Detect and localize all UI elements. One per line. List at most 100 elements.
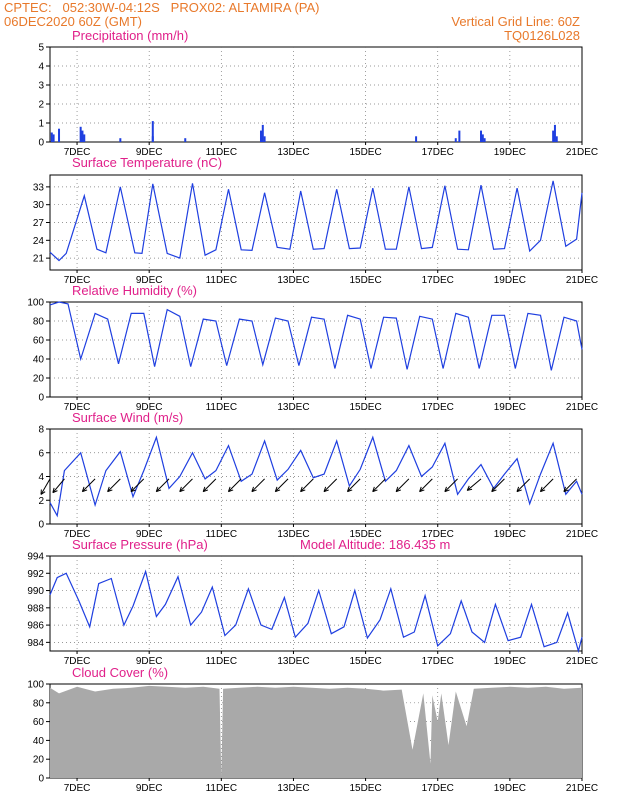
x-tick-label: 21DEC xyxy=(566,529,598,540)
x-tick-label: 19DEC xyxy=(494,402,526,413)
panel-title: Cloud Cover (%) xyxy=(72,665,168,680)
precip-bar xyxy=(483,138,486,142)
y-tick-label: 3 xyxy=(38,81,44,92)
x-tick-label: 7DEC xyxy=(64,275,91,286)
wind-arrow-head xyxy=(372,489,378,493)
y-tick-label: 4 xyxy=(38,472,44,483)
precip-bar xyxy=(481,134,484,142)
panel-5: 984 986 988 990 992 994 7DEC 9DEC 11DEC 13DEC 15DE… xyxy=(27,537,598,667)
wind-arrow-shaft xyxy=(228,478,242,492)
x-tick-label: 17DEC xyxy=(422,147,454,158)
wind-arrow-head xyxy=(540,489,546,493)
x-tick-label: 17DEC xyxy=(422,275,454,286)
wind-arrow-head xyxy=(491,489,497,493)
wind-arrow-head xyxy=(228,489,234,493)
panel-3: 0 20 40 60 80 100 7DEC 9DEC 11DEC 13DEC 15DEC 17DEC… xyxy=(27,283,598,413)
wind-arrow-head xyxy=(444,486,447,492)
x-tick-label: 11DEC xyxy=(206,275,238,286)
precip-bar xyxy=(480,130,483,142)
x-tick-label: 21DEC xyxy=(566,783,598,794)
precip-bar xyxy=(79,126,82,142)
wind-arrow xyxy=(300,478,314,493)
y-tick-label: 24 xyxy=(33,236,45,247)
panel-2: 21 24 27 30 33 7DEC 9DEC 11DEC 13DEC 15DEC 17DEC 19… xyxy=(33,155,598,286)
precip-bar xyxy=(83,134,86,142)
y-tick-label: 0 xyxy=(38,138,44,149)
x-tick-label: 9DEC xyxy=(136,402,163,413)
wind-arrow xyxy=(346,478,361,493)
wind-arrow-shaft xyxy=(82,478,96,492)
wind-arrow-head xyxy=(516,489,522,493)
wind-arrow-shaft xyxy=(300,478,314,492)
x-tick-label: 19DEC xyxy=(494,656,526,667)
wind-arrow xyxy=(155,478,170,493)
wind-arrow xyxy=(466,478,482,491)
y-tick-label: 100 xyxy=(27,298,44,309)
wind-arrow-head xyxy=(347,489,353,493)
x-tick-label: 11DEC xyxy=(206,529,238,540)
y-tick-label: 2 xyxy=(38,100,44,111)
x-tick-label: 15DEC xyxy=(349,402,381,413)
y-tick-label: 0 xyxy=(38,393,44,404)
wind-arrow xyxy=(274,478,289,493)
wind-arrow xyxy=(179,478,193,493)
plot-frame xyxy=(49,46,583,143)
y-tick-label: 4 xyxy=(38,62,44,73)
x-tick-label: 9DEC xyxy=(136,656,163,667)
precip-bar xyxy=(151,136,154,142)
x-tick-label: 7DEC xyxy=(64,656,91,667)
x-tick-label: 17DEC xyxy=(422,529,454,540)
x-tick-label: 13DEC xyxy=(277,275,309,286)
wind-arrow-head xyxy=(466,485,470,491)
wind-arrow-head xyxy=(227,486,231,492)
wind-arrow xyxy=(40,478,51,495)
wind-arrow-shaft xyxy=(347,478,361,492)
wind-arrow-head xyxy=(82,489,88,493)
panel-title: Relative Humidity (%) xyxy=(72,283,197,298)
x-tick-label: 19DEC xyxy=(494,275,526,286)
y-tick-label: 33 xyxy=(33,182,45,193)
panel-title: Surface Temperature (nC) xyxy=(72,155,222,170)
precip-bar xyxy=(151,121,154,142)
x-tick-label: 11DEC xyxy=(206,783,238,794)
wind-arrow-head xyxy=(346,486,350,492)
x-tick-label: 21DEC xyxy=(566,147,598,158)
x-tick-label: 19DEC xyxy=(494,783,526,794)
wind-arrow-shaft xyxy=(251,478,265,492)
wind-arrow-head xyxy=(419,486,422,492)
x-tick-label: 9DEC xyxy=(136,275,163,286)
y-tick-label: 994 xyxy=(27,552,44,563)
x-tick-label: 15DEC xyxy=(349,147,381,158)
y-tick-label: 80 xyxy=(33,698,45,709)
x-tick-label: 19DEC xyxy=(494,529,526,540)
x-tick-label: 17DEC xyxy=(422,402,454,413)
wind-arrow-shaft xyxy=(40,478,51,495)
x-tick-label: 13DEC xyxy=(277,529,309,540)
y-tick-label: 60 xyxy=(33,336,45,347)
wind-arrow-shaft xyxy=(323,478,338,492)
x-tick-label: 17DEC xyxy=(422,656,454,667)
y-tick-label: 5 xyxy=(38,43,44,54)
wind-arrow-head xyxy=(323,489,329,493)
plot-frame xyxy=(49,555,583,652)
wind-arrow-head xyxy=(395,489,402,493)
x-tick-label: 21DEC xyxy=(566,275,598,286)
wind-arrow xyxy=(491,478,505,493)
wind-arrow-head xyxy=(563,489,569,493)
y-tick-label: 984 xyxy=(27,638,44,649)
header-station: CPTEC: 052:30W-04:12S PROX02: ALTAMIRA (… xyxy=(4,0,320,15)
y-tick-label: 100 xyxy=(27,680,44,691)
wind-arrow-head xyxy=(251,486,254,492)
wind-arrow xyxy=(516,478,531,493)
wind-arrow-head xyxy=(81,486,85,492)
wind-arrow-head xyxy=(52,490,58,494)
wind-arrow-head xyxy=(395,486,399,492)
wind-arrow-shaft xyxy=(107,478,121,492)
wind-arrow-shaft xyxy=(52,478,65,493)
wind-arrow-shaft xyxy=(395,478,410,492)
wind-arrow xyxy=(563,478,577,493)
y-tick-label: 992 xyxy=(27,569,44,580)
precip-bar xyxy=(119,138,122,142)
wind-arrow-head xyxy=(563,486,566,492)
x-tick-label: 21DEC xyxy=(566,656,598,667)
